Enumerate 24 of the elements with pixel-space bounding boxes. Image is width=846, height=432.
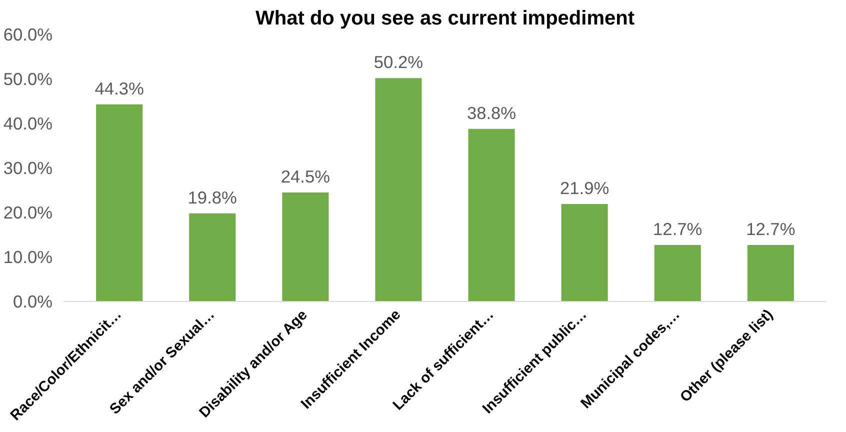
bar — [747, 244, 794, 302]
bar — [189, 213, 236, 302]
y-tick-label: 60.0% — [3, 24, 53, 44]
bar — [282, 192, 329, 302]
data-label: 12.7% — [653, 218, 702, 239]
y-tick-label: 0.0% — [13, 292, 53, 312]
data-label: 21.9% — [560, 178, 610, 198]
data-label: 19.8% — [188, 187, 237, 208]
bar — [468, 128, 515, 302]
data-label: 50.2% — [374, 52, 424, 72]
data-label: 24.5% — [280, 166, 330, 186]
y-tick-label: 40.0% — [3, 114, 53, 134]
bar — [654, 244, 701, 302]
y-tick-label: 10.0% — [3, 247, 53, 267]
chart-title: What do you see as current impediment — [256, 8, 635, 30]
y-tick-label: 20.0% — [3, 202, 53, 222]
data-label: 12.7% — [746, 218, 796, 239]
data-label: 44.3% — [94, 78, 144, 98]
y-tick-label: 50.0% — [3, 69, 53, 89]
y-tick-label: 30.0% — [3, 158, 53, 178]
bar — [96, 104, 143, 302]
bar — [375, 78, 422, 302]
bar — [561, 204, 608, 302]
data-label: 38.8% — [466, 102, 516, 123]
